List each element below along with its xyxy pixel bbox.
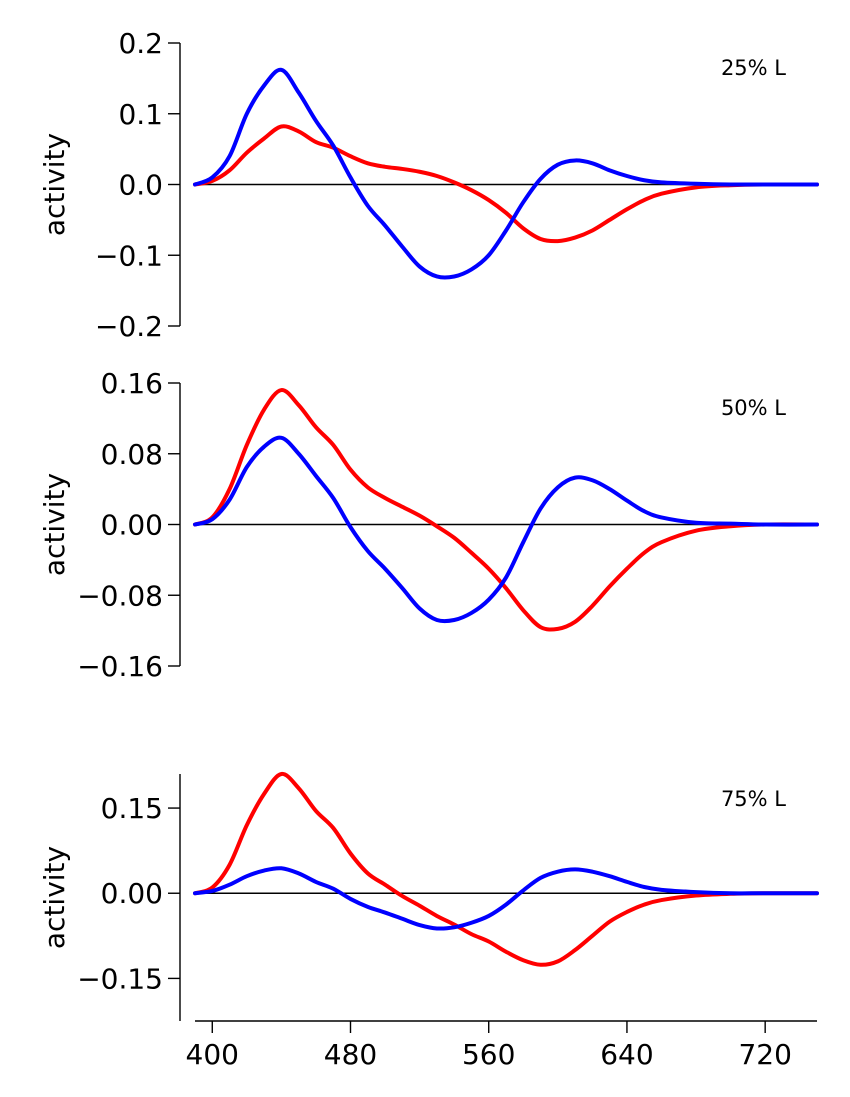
y-tick-label: 0.0 <box>118 169 163 202</box>
y-axis-label: activity <box>38 133 71 236</box>
y-tick-label: −0.16 <box>77 650 163 683</box>
panel-annotation: 25% L <box>721 56 786 80</box>
y-axis-label: activity <box>38 846 71 949</box>
y-tick-label: 0.1 <box>118 98 163 131</box>
y-tick-label: −0.2 <box>95 310 163 343</box>
x-tick-label: 480 <box>324 1038 377 1071</box>
y-tick-label: −0.15 <box>77 962 163 995</box>
series-line-red <box>193 388 819 632</box>
y-tick-label: −0.08 <box>77 579 163 612</box>
y-tick-label: 0.15 <box>101 792 163 825</box>
series-line-blue <box>193 866 819 931</box>
series-line-blue <box>193 67 819 280</box>
chart-panel-2: −0.16 −0.08 0.00 0.08 0.16 activity 50% L <box>38 367 819 683</box>
panel-annotation: 50% L <box>721 396 786 420</box>
x-tick-label: 400 <box>186 1038 239 1071</box>
x-tick-label: 560 <box>462 1038 515 1071</box>
chart-panel-3: −0.15 0.00 0.15 activity 75% L <box>38 771 819 1021</box>
y-tick-label: 0.00 <box>101 509 163 542</box>
y-tick-label: 0.08 <box>101 438 163 471</box>
y-tick-label: 0.2 <box>118 27 163 60</box>
x-axis: 400 480 560 640 720 <box>186 1020 817 1071</box>
chart-panel-1: −0.2 −0.1 0.0 0.1 0.2 activity 25% L <box>38 27 819 343</box>
y-tick-label: 0.16 <box>101 367 163 400</box>
x-tick-label: 720 <box>738 1038 791 1071</box>
series-line-red <box>193 771 819 967</box>
series-line-blue <box>193 435 819 624</box>
panel-annotation: 75% L <box>721 787 786 811</box>
series-line-red <box>193 124 819 244</box>
y-tick-label: −0.1 <box>95 239 163 272</box>
y-axis-label: activity <box>38 473 71 576</box>
x-tick-label: 640 <box>600 1038 653 1071</box>
y-tick-label: 0.00 <box>101 877 163 910</box>
